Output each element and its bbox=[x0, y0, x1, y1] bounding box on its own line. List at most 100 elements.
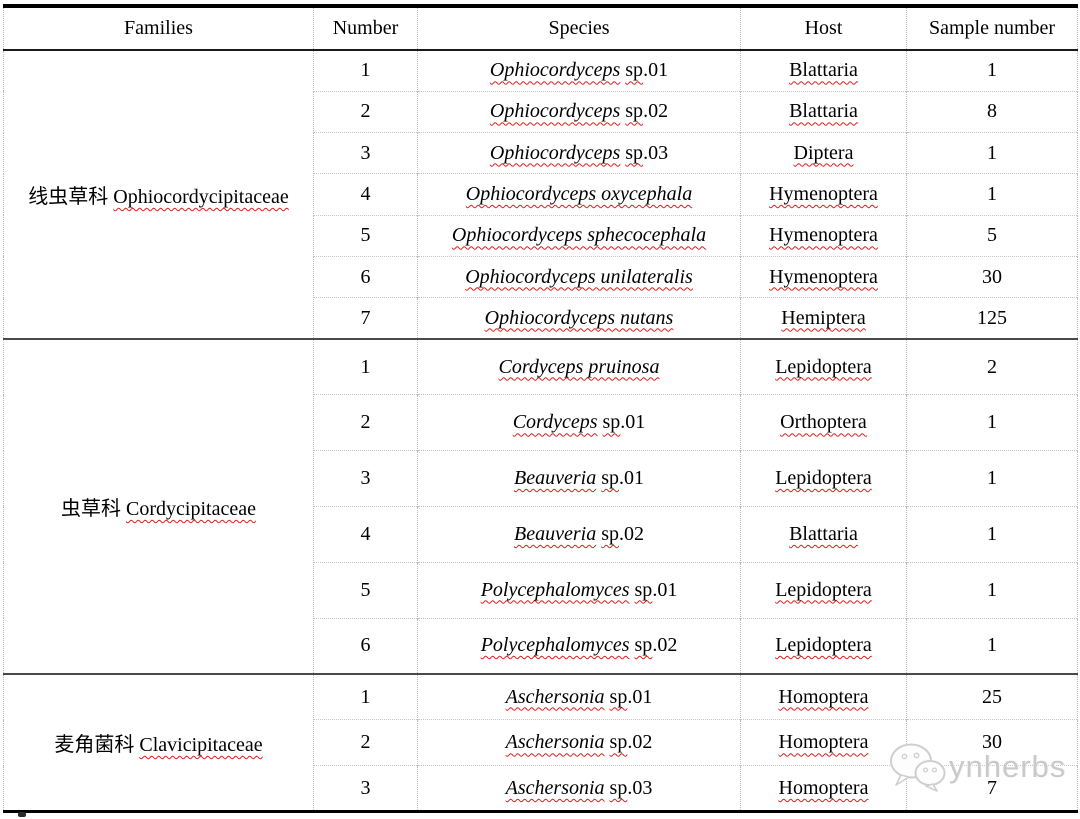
host-order-name: Lepidoptera bbox=[775, 578, 872, 601]
family-chinese-name: 线虫草科 bbox=[28, 186, 114, 209]
row-number-cell: 4 bbox=[313, 173, 418, 216]
table-row: 2 Ophiocordyceps sp.02 Blattaria 8 bbox=[4, 90, 1078, 133]
species-cell: Ophiocordyceps sp.01 bbox=[417, 48, 741, 92]
species-latin-name: Ophiocordyceps oxycephala bbox=[465, 183, 693, 206]
row-number-cell: 3 bbox=[313, 132, 418, 174]
host-cell: Lepidoptera bbox=[740, 450, 907, 507]
row-number-cell: 7 bbox=[313, 297, 418, 340]
species-cell: Polycephalomyces sp.01 bbox=[417, 561, 741, 619]
species-roman-part: sp bbox=[602, 411, 621, 434]
table-row: 6 Ophiocordyceps unilateralis Hymenoptera 3… bbox=[4, 255, 1078, 298]
species-latin-name: Polycephalomyces bbox=[480, 578, 630, 601]
host-order-name: Homoptera bbox=[778, 776, 869, 799]
family-latin-name: Clavicipitaceae bbox=[139, 734, 263, 757]
host-order-name: Blattaria bbox=[789, 59, 858, 82]
host-cell: Blattaria bbox=[740, 90, 907, 133]
species-roman-part: sp bbox=[625, 100, 644, 123]
species-roman-part: sp bbox=[634, 634, 653, 657]
row-number-cell: 6 bbox=[313, 617, 418, 674]
row-number-cell: 2 bbox=[313, 90, 418, 133]
sample-number-cell: 30 bbox=[906, 255, 1078, 298]
row-number-cell: 2 bbox=[313, 719, 418, 766]
species-latin-name: Beauveria bbox=[514, 522, 597, 545]
family-latin-name: Cordycipitaceae bbox=[126, 497, 256, 520]
host-cell: Lepidoptera bbox=[740, 617, 907, 674]
host-order-name: Hymenoptera bbox=[769, 224, 878, 247]
header-number: Number bbox=[313, 6, 418, 51]
species-latin-name: Ophiocordyceps unilateralis bbox=[465, 265, 693, 288]
species-latin-name: Beauveria bbox=[514, 467, 597, 490]
species-latin-name: Aschersonia bbox=[505, 731, 605, 754]
sample-number-cell: 5 bbox=[906, 214, 1078, 257]
header-sample-number: Sample number bbox=[906, 6, 1078, 51]
row-number-cell: 1 bbox=[313, 338, 418, 395]
sample-number-cell: 1 bbox=[906, 617, 1078, 674]
sample-number-cell: 30 bbox=[906, 719, 1078, 766]
table-row: 7 Ophiocordyceps nutans Hemiptera 125 bbox=[4, 297, 1078, 340]
species-latin-name: Aschersonia bbox=[505, 776, 605, 799]
species-cell: Aschersonia sp.01 bbox=[417, 672, 741, 720]
species-roman-part: sp bbox=[609, 776, 628, 799]
row-number-cell: 1 bbox=[313, 672, 418, 720]
species-latin-name: Ophiocordyceps bbox=[489, 100, 621, 123]
table-row: 3 Beauveria sp.01 Lepidoptera 1 bbox=[4, 450, 1078, 507]
species-cell: Aschersonia sp.03 bbox=[417, 765, 741, 812]
row-number-cell: 2 bbox=[313, 394, 418, 451]
species-latin-name: Ophiocordyceps bbox=[489, 141, 621, 164]
header-species: Species bbox=[417, 6, 741, 51]
species-latin-name: Polycephalomyces bbox=[480, 634, 630, 657]
table-row: 2 Cordyceps sp.01 Orthoptera 1 bbox=[4, 394, 1078, 451]
host-order-name: Hemiptera bbox=[781, 306, 866, 329]
host-order-name: Lepidoptera bbox=[775, 634, 872, 657]
host-cell: Lepidoptera bbox=[740, 338, 907, 395]
species-roman-part: sp bbox=[601, 522, 619, 545]
row-number-cell: 6 bbox=[313, 255, 418, 298]
species-cell: Ophiocordyceps nutans bbox=[417, 297, 741, 340]
host-cell: Homoptera bbox=[740, 719, 907, 766]
host-cell: Lepidoptera bbox=[740, 561, 907, 619]
table-row: 5 Polycephalomyces sp.01 Lepidoptera 1 bbox=[4, 561, 1078, 619]
row-number-cell: 1 bbox=[313, 48, 418, 92]
species-cell: Beauveria sp.02 bbox=[417, 505, 741, 563]
host-order-name: Homoptera bbox=[778, 685, 869, 708]
sample-number-cell: 1 bbox=[906, 132, 1078, 174]
table-row: 虫草科 Cordycipitaceae 1 Cordyceps pruinosa Le… bbox=[3, 338, 1078, 674]
stray-ink-mark bbox=[18, 812, 26, 817]
species-latin-name: Cordyceps bbox=[512, 411, 598, 434]
species-roman-part: sp bbox=[609, 731, 628, 754]
species-latin-name: Aschersonia bbox=[505, 685, 605, 708]
family-cell: 虫草科 Cordycipitaceae bbox=[3, 338, 314, 674]
table-row: 4 Beauveria sp.02 Blattaria 1 bbox=[4, 505, 1078, 563]
species-roman-part: sp bbox=[601, 467, 619, 490]
row-number-cell: 3 bbox=[313, 450, 418, 507]
species-cell: Beauveria sp.01 bbox=[417, 450, 741, 507]
header-host: Host bbox=[740, 6, 907, 51]
table-row: 4 Ophiocordyceps oxycephala Hymenoptera 1 bbox=[4, 173, 1078, 216]
table-header: Families Number Species Host Sample numb… bbox=[3, 6, 1078, 51]
row-number-cell: 3 bbox=[313, 765, 418, 812]
family-chinese-name: 麦角菌科 bbox=[54, 734, 140, 757]
table-row: 3 Aschersonia sp.03 Homoptera 7 bbox=[4, 765, 1078, 812]
header-row: Families Number Species Host Sample numb… bbox=[3, 6, 1078, 51]
header-families: Families bbox=[3, 6, 314, 51]
sample-number-cell: 1 bbox=[906, 505, 1078, 563]
species-cell: Ophiocordyceps sphecocephala bbox=[417, 214, 741, 257]
table-row: 6 Polycephalomyces sp.02 Lepidoptera 1 bbox=[4, 617, 1078, 674]
table-row: 麦角菌科 Clavicipitaceae 1 Aschersonia sp.01 Ho… bbox=[3, 672, 1078, 812]
host-cell: Hymenoptera bbox=[740, 214, 907, 257]
species-latin-name: Cordyceps pruinosa bbox=[498, 355, 660, 378]
host-order-name: Lepidoptera bbox=[775, 467, 872, 490]
sample-number-cell: 1 bbox=[906, 394, 1078, 451]
species-latin-name: Ophiocordyceps bbox=[489, 59, 621, 82]
table-body: 线虫草科 Ophiocordycipitaceae 1 Ophiocordyceps… bbox=[3, 48, 1078, 812]
species-latin-name: Ophiocordyceps nutans bbox=[484, 306, 674, 329]
species-roman-part: sp bbox=[634, 578, 653, 601]
row-number-cell: 5 bbox=[313, 561, 418, 619]
species-roman-part: sp bbox=[625, 59, 644, 82]
species-cell: Ophiocordyceps unilateralis bbox=[417, 255, 741, 298]
table-row: 2 Aschersonia sp.02 Homoptera 30 bbox=[4, 719, 1078, 766]
family-chinese-name: 虫草科 bbox=[61, 497, 127, 520]
taxa-table: Families Number Species Host Sample numb… bbox=[3, 4, 1078, 814]
sample-number-cell: 1 bbox=[906, 561, 1078, 619]
host-cell: Diptera bbox=[740, 132, 907, 174]
